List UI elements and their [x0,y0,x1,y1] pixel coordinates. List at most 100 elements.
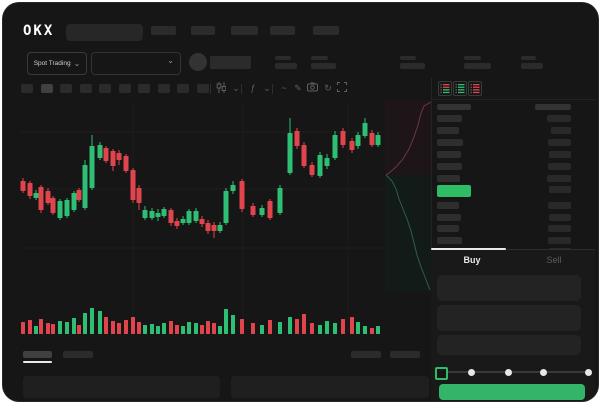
indicators-icon[interactable]: ƒ [250,83,256,93]
ask-amount-placeholder [547,115,571,122]
slider-stop[interactable] [468,369,475,376]
pair-name-placeholder [210,56,251,69]
bid-row[interactable] [431,212,595,223]
ask-row[interactable] [431,173,595,184]
fullscreen-icon[interactable] [337,82,349,94]
bid-price-placeholder [437,225,459,232]
bottom-action[interactable] [351,351,381,358]
buy-submit-button[interactable] [439,384,585,400]
slider-stop[interactable] [585,369,592,376]
bottom-tab[interactable] [23,351,52,358]
ask-price-placeholder [437,163,462,170]
stat-value-placeholder [521,63,543,69]
chevron-down-icon: ⌄ [73,58,81,68]
bottom-input-panel[interactable] [231,376,429,398]
bid-row[interactable] [431,223,595,234]
stat-value-placeholder [275,63,297,69]
bid-row[interactable] [431,235,595,246]
ask-price-placeholder [437,127,459,134]
bottom-input-panel[interactable] [23,376,220,398]
interval-button[interactable] [157,84,170,93]
toolbar-separator [272,84,273,94]
ask-price-placeholder [437,175,460,182]
bid-amount-placeholder [548,202,571,209]
tab-sell[interactable]: Sell [546,255,562,265]
nav-item[interactable] [191,26,215,35]
slider-handle[interactable] [435,367,448,380]
ask-amount-placeholder [548,163,571,170]
bottom-action[interactable] [390,351,420,358]
bottom-tab[interactable] [63,351,93,358]
ask-row[interactable] [431,125,595,136]
search-input[interactable] [66,24,143,41]
stat-label-placeholder [311,56,328,60]
ob-header-price [437,104,471,110]
book-asks-icon[interactable] [468,81,482,96]
ask-price-placeholder [437,139,463,146]
order-input[interactable] [437,275,581,301]
stat-label-placeholder [275,56,291,60]
stat-label-placeholder [400,56,416,60]
interval-button[interactable] [118,84,131,93]
interval-button[interactable] [99,84,111,93]
nav-item[interactable] [151,26,176,35]
interval-button[interactable] [21,84,33,93]
interval-button[interactable] [79,84,92,93]
active-tab-underline [23,361,52,363]
history-icon[interactable]: ↻ [324,83,332,93]
draw-icon[interactable]: ✎ [294,83,302,93]
candle-type-icon[interactable] [216,82,228,94]
slider-stop[interactable] [540,369,547,376]
chevron-down-icon: ⌄ [167,56,174,65]
ask-amount-placeholder [549,151,571,158]
nav-item[interactable] [231,26,258,35]
bid-price-placeholder [437,202,459,209]
interval-button[interactable] [196,84,209,93]
stat-value-placeholder [400,63,425,69]
book-bids-icon[interactable] [453,81,467,96]
camera-icon[interactable] [307,82,319,94]
okx-trading-window: OKX Spot Trading ⌄ ⌄ ⌄ ƒ ⌄ ~ ✎ ↻ Buy Sell [3,3,598,401]
bid-amount-placeholder [548,236,571,244]
stat-label-placeholder [521,56,536,60]
bid-row[interactable] [431,200,595,211]
interval-button[interactable] [40,84,53,93]
ask-amount-placeholder [547,175,571,182]
market-type-dropdown[interactable]: Spot Trading ⌄ [27,52,87,75]
interval-button[interactable] [138,84,150,93]
pair-selector-dropdown[interactable]: ⌄ [91,52,181,75]
candlestick-chart[interactable] [3,3,598,401]
nav-item[interactable] [313,26,339,35]
bid-price-placeholder [437,213,461,221]
bid-amount-placeholder [549,213,571,221]
ask-row[interactable] [431,161,595,172]
line-tool-icon[interactable]: ~ [281,83,287,93]
stat-value-placeholder [464,63,491,69]
ask-amount-placeholder [551,127,571,134]
chevron-down-icon[interactable]: ⌄ [232,83,240,93]
bid-price-placeholder [437,236,462,244]
last-price-bar[interactable] [437,185,471,197]
order-input[interactable] [437,305,581,331]
nav-item[interactable] [270,26,295,35]
active-tab-indicator [431,248,506,250]
toolbar-separator [210,84,211,94]
interval-button[interactable] [177,84,189,93]
slider-stop[interactable] [505,369,512,376]
chevron-down-icon[interactable]: ⌄ [263,83,271,93]
order-input[interactable] [437,335,581,355]
book-both-icon[interactable] [438,81,452,96]
ask-row[interactable] [431,149,595,160]
tab-buy[interactable]: Buy [463,255,481,265]
ask-price-placeholder [437,151,461,158]
ask-row[interactable] [431,113,595,124]
interval-button[interactable] [60,84,72,93]
toolbar-separator [241,84,242,94]
ob-header-amount [535,104,571,110]
stat-label-placeholder [464,56,481,60]
panel-divider [431,78,432,250]
ask-amount-placeholder [548,139,571,146]
stat-value-placeholder [311,63,336,69]
ask-row[interactable] [431,137,595,148]
amount-slider[interactable] [441,371,589,373]
